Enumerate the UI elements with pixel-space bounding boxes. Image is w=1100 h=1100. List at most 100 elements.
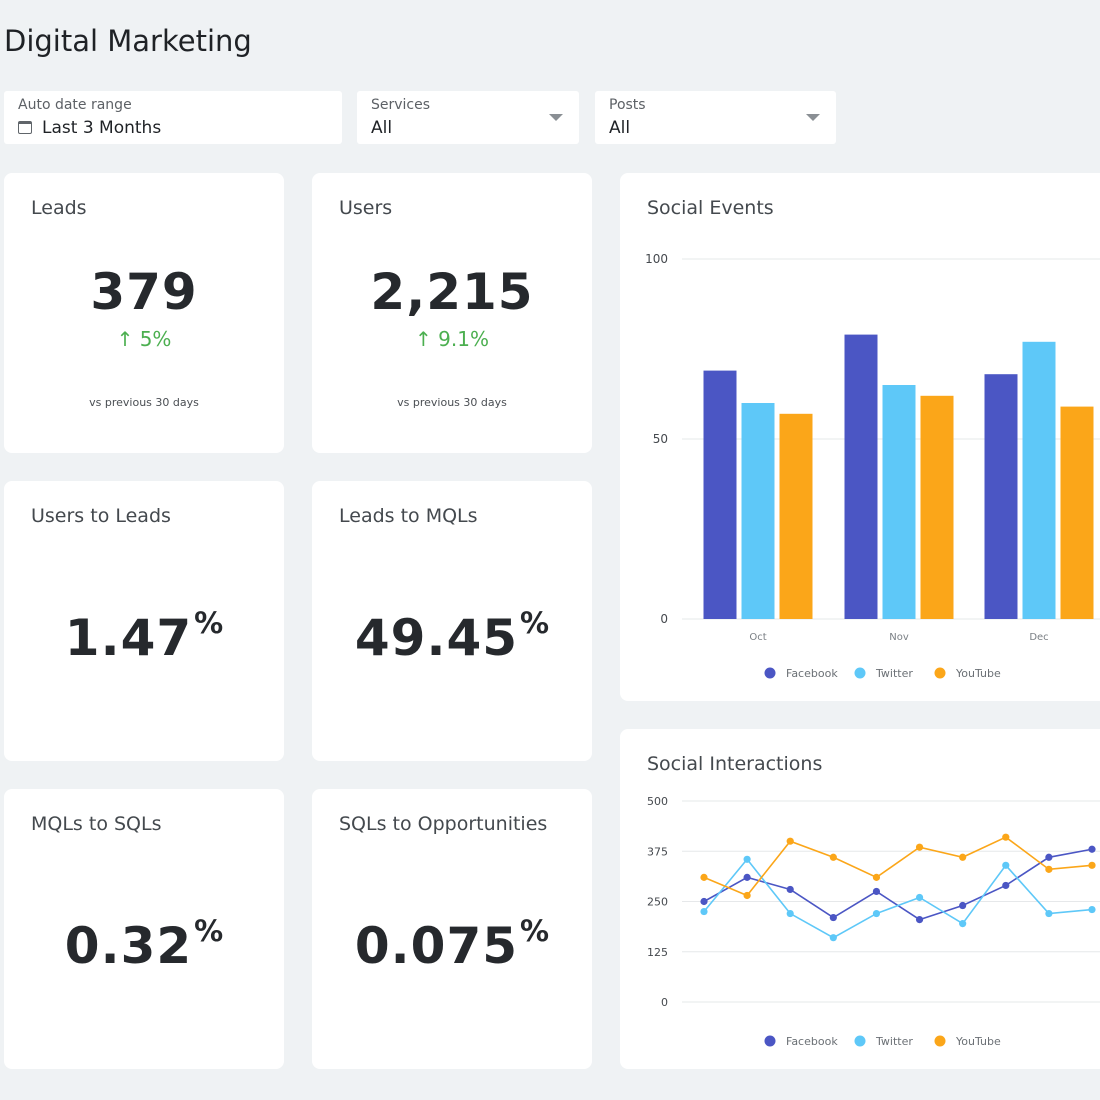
bar-twitter-oct — [741, 403, 775, 619]
users-card: Users 2,215 ↑ 9.1% vs previous 30 days — [312, 173, 592, 453]
ratio-unit: % — [194, 914, 224, 948]
line-twitter — [703, 858, 1093, 939]
point-facebook — [1088, 845, 1096, 853]
card-title: Users — [339, 197, 393, 219]
card-title: MQLs to SQLs — [31, 813, 162, 835]
leads-value: 379 — [90, 263, 198, 321]
point-youtube — [915, 843, 924, 851]
services-value: All — [371, 118, 393, 138]
bar-twitter-nov — [882, 385, 916, 619]
ratio-unit: % — [194, 606, 224, 640]
social-interactions-chart: 0 125 250 375 500 Facebook Twitter YouTube — [647, 795, 1100, 1048]
bar-facebook-oct — [703, 370, 737, 619]
chevron-down-icon — [806, 114, 820, 121]
point-youtube — [700, 873, 708, 881]
calendar-icon — [18, 121, 32, 134]
bar-facebook-nov — [844, 334, 878, 619]
page-title: Digital Marketing — [4, 24, 252, 58]
ratio-number: 0.075 — [354, 917, 519, 975]
date-range-value: Last 3 Months — [42, 118, 162, 138]
bar-youtube-oct — [779, 413, 813, 619]
leads-comparison: vs previous 30 days — [89, 396, 199, 409]
bar-twitter-dec — [1022, 341, 1056, 619]
y-tick-label: 100 — [645, 252, 668, 266]
point-facebook — [959, 901, 967, 910]
legend-marker-facebook — [764, 1035, 776, 1047]
point-facebook — [872, 887, 881, 896]
sqls-to-opportunities-value: 0.075% — [312, 914, 592, 975]
ratio-unit: % — [520, 606, 550, 640]
point-youtube — [743, 891, 751, 900]
x-tick-label: Nov — [889, 632, 909, 643]
leads-to-mqls-card: Leads to MQLs 49.45% — [312, 481, 592, 761]
y-tick-label: 0 — [660, 612, 668, 626]
legend-marker-youtube — [934, 1035, 946, 1047]
point-youtube — [959, 853, 967, 861]
date-range-filter[interactable]: Auto date range Last 3 Months — [4, 91, 342, 144]
point-twitter — [915, 893, 924, 902]
ratio-unit: % — [520, 914, 550, 948]
point-youtube — [872, 873, 881, 881]
point-twitter — [959, 920, 967, 928]
legend-label-twitter: Twitter — [875, 1035, 913, 1048]
y-tick-label: 375 — [647, 845, 668, 858]
posts-label: Posts — [609, 97, 646, 113]
social-events-card: Social Events 0 50 100 Oct Nov Dec Facebook Twi… — [620, 173, 1100, 701]
leads-delta: ↑ 5% — [116, 327, 172, 351]
y-tick-label: 125 — [647, 946, 668, 959]
y-tick-label: 250 — [647, 896, 668, 909]
point-facebook — [1045, 853, 1053, 861]
y-tick-label: 0 — [661, 996, 668, 1009]
point-youtube — [1088, 861, 1096, 869]
point-twitter — [1002, 861, 1010, 869]
point-youtube — [786, 837, 794, 845]
chart-title: Social Events — [647, 197, 774, 219]
mqls-to-sqls-card: MQLs to SQLs 0.32% — [4, 789, 284, 1069]
x-tick-label: Dec — [1029, 632, 1048, 643]
point-facebook — [1002, 881, 1010, 890]
point-youtube — [1002, 833, 1010, 841]
point-youtube — [829, 853, 837, 861]
mqls-to-sqls-value: 0.32% — [4, 914, 284, 975]
y-tick-label: 50 — [653, 432, 668, 446]
point-facebook — [743, 873, 751, 881]
services-label: Services — [371, 97, 431, 113]
users-value: 2,215 — [370, 263, 534, 321]
card-title: Leads — [31, 197, 87, 219]
users-to-leads-card: Users to Leads 1.47% — [4, 481, 284, 761]
services-filter[interactable]: Services All — [357, 91, 579, 144]
date-range-label: Auto date range — [18, 97, 132, 113]
social-events-chart: 0 50 100 Oct Nov Dec Facebook Twitter YouTube — [645, 252, 1100, 680]
legend-marker-youtube — [934, 667, 946, 679]
card-title: Users to Leads — [31, 505, 171, 527]
point-facebook — [786, 885, 794, 894]
leads-card: Leads 379 ↑ 5% vs previous 30 days — [4, 173, 284, 453]
users-comparison: vs previous 30 days — [397, 396, 507, 409]
bar-youtube-dec — [1060, 406, 1094, 619]
legend-label-youtube: YouTube — [955, 667, 1001, 680]
ratio-number: 49.45 — [354, 609, 519, 667]
line-facebook — [703, 848, 1093, 921]
legend-marker-twitter — [854, 667, 866, 679]
point-twitter — [743, 855, 751, 863]
posts-value: All — [609, 118, 631, 138]
point-twitter — [1088, 905, 1096, 914]
point-youtube — [1045, 865, 1053, 873]
legend-label-facebook: Facebook — [786, 1035, 838, 1048]
leads-to-mqls-value: 49.45% — [312, 606, 592, 667]
x-tick-label: Oct — [749, 632, 766, 643]
ratio-number: 0.32 — [64, 917, 193, 975]
point-twitter — [1045, 909, 1053, 918]
ratio-number: 1.47 — [64, 609, 193, 667]
posts-filter[interactable]: Posts All — [595, 91, 836, 144]
sqls-to-opportunities-card: SQLs to Opportunities 0.075% — [312, 789, 592, 1069]
point-twitter — [786, 909, 794, 918]
social-interactions-card: Social Interactions 0 125 250 375 500 Faceboo… — [620, 729, 1100, 1069]
chart-title: Social Interactions — [647, 753, 823, 775]
line-youtube — [703, 836, 1093, 897]
point-facebook — [700, 897, 708, 906]
bar-facebook-dec — [984, 374, 1018, 619]
chevron-down-icon — [549, 114, 563, 121]
users-delta: ↑ 9.1% — [415, 327, 489, 351]
users-to-leads-value: 1.47% — [4, 606, 284, 667]
